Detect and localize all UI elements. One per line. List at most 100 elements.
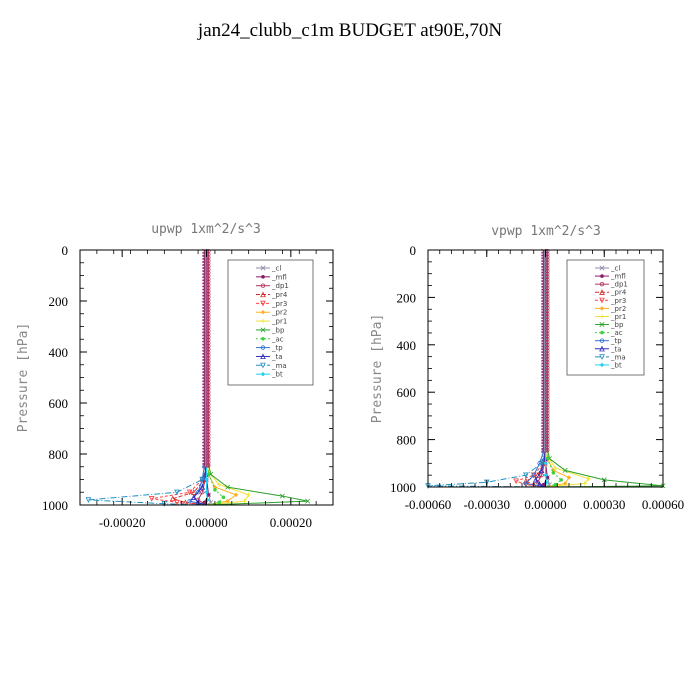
- panel-title: upwp 1xm^2/s^3: [151, 222, 261, 237]
- data-point: [206, 368, 211, 373]
- data-point: [545, 411, 550, 416]
- data-point: [545, 305, 550, 311]
- data-point: [206, 463, 211, 468]
- data-point: [199, 476, 206, 483]
- data-point: [545, 357, 550, 362]
- legend-label: _pr1: [271, 318, 287, 326]
- data-point: [545, 391, 550, 396]
- legend-item-pr1: _pr1: [595, 313, 626, 321]
- legend-label: _dp1: [271, 282, 289, 290]
- legend-item-cl: _cl: [256, 265, 281, 273]
- y-tick-label: 400: [49, 345, 69, 360]
- data-point: [545, 433, 550, 439]
- legend-label: _ma: [610, 353, 626, 361]
- data-point: [513, 478, 519, 485]
- data-point: [543, 461, 548, 466]
- data-point: [559, 478, 563, 482]
- legend-label: _pr1: [610, 313, 626, 321]
- data-point: [206, 438, 211, 444]
- legend: _cl_mfl_dp1_pr4_pr3_pr2_pr1_bp_ac_tp_ta_…: [566, 259, 645, 376]
- data-point: [545, 297, 550, 302]
- legend-marker: [260, 283, 266, 288]
- legend-marker: [261, 336, 265, 341]
- data-point: [174, 489, 180, 496]
- data-point: [206, 386, 211, 392]
- series-pr3: [148, 250, 210, 506]
- data-point: [279, 493, 285, 499]
- x-tick-label: -0.00020: [99, 515, 146, 530]
- data-point: [545, 379, 550, 385]
- legend-item-bp: _bp: [595, 321, 624, 329]
- series-ma: [425, 250, 549, 489]
- data-point: [206, 340, 211, 346]
- data-point: [206, 343, 211, 349]
- data-point: [566, 475, 572, 480]
- data-point: [553, 482, 558, 487]
- data-point: [538, 467, 545, 474]
- legend-marker: [600, 330, 604, 335]
- legend-label: _bp: [271, 326, 285, 334]
- legend-marker: [260, 362, 266, 369]
- data-point: [206, 267, 211, 272]
- data-point: [545, 374, 550, 379]
- data-point: [221, 495, 226, 500]
- data-point: [206, 356, 211, 361]
- data-point: [206, 273, 211, 278]
- legend-box: [227, 259, 314, 386]
- legend-marker: [599, 289, 605, 295]
- data-point: [195, 490, 201, 495]
- y-tick-label: 200: [397, 290, 417, 305]
- data-point: [545, 268, 550, 274]
- data-point: [545, 271, 550, 277]
- data-point: [206, 429, 211, 435]
- data-point: [545, 320, 550, 325]
- series-line: [171, 250, 207, 506]
- legend-box: [566, 259, 645, 376]
- series-line: [427, 250, 546, 488]
- y-axis-title: Pressure [hPa]: [16, 323, 31, 433]
- y-tick-label: 0: [410, 243, 417, 258]
- y-tick-label: 0: [62, 243, 69, 258]
- data-point: [206, 255, 211, 260]
- legend-item-ta: _ta: [595, 345, 622, 353]
- legend-marker: [599, 362, 605, 368]
- legend-label: _bt: [610, 361, 622, 369]
- data-point: [85, 497, 92, 503]
- data-point: [206, 334, 211, 340]
- data-point: [206, 319, 211, 324]
- data-point: [545, 325, 550, 331]
- legend-label: _ma: [271, 362, 287, 370]
- data-point: [206, 451, 211, 456]
- data-point: [545, 399, 550, 405]
- data-point: [206, 325, 211, 330]
- data-point: [545, 334, 550, 339]
- legend: _cl_mfl_dp1_pr4_pr3_pr2_pr1_bp_ac_tp_ta_…: [227, 259, 314, 386]
- legend-marker: [599, 306, 605, 311]
- data-point: [545, 308, 550, 314]
- data-point: [206, 374, 211, 379]
- data-point: [206, 383, 211, 389]
- data-point: [545, 362, 550, 368]
- data-point: [206, 444, 211, 450]
- y-tick-label: 400: [397, 338, 417, 353]
- data-point: [206, 359, 211, 364]
- data-point: [545, 425, 550, 430]
- chart-panel-2: vpwp 1xm^2/s^3 Pressure [hPa] 0 200 400 600 80…: [370, 224, 684, 512]
- series-ma: [85, 250, 210, 507]
- data-point: [206, 454, 211, 459]
- data-point: [545, 257, 550, 262]
- y-tick-label: 1000: [42, 498, 68, 513]
- data-point: [206, 377, 211, 382]
- legend-marker: [260, 345, 266, 350]
- data-point: [206, 447, 211, 453]
- legend-label: _ta: [271, 353, 283, 361]
- data-point: [233, 492, 239, 497]
- data-point: [206, 346, 211, 352]
- data-point: [545, 260, 550, 265]
- legend-label: _bp: [610, 321, 624, 329]
- data-point: [551, 470, 556, 475]
- data-point: [545, 311, 550, 316]
- data-point: [206, 408, 211, 413]
- data-point: [545, 339, 550, 345]
